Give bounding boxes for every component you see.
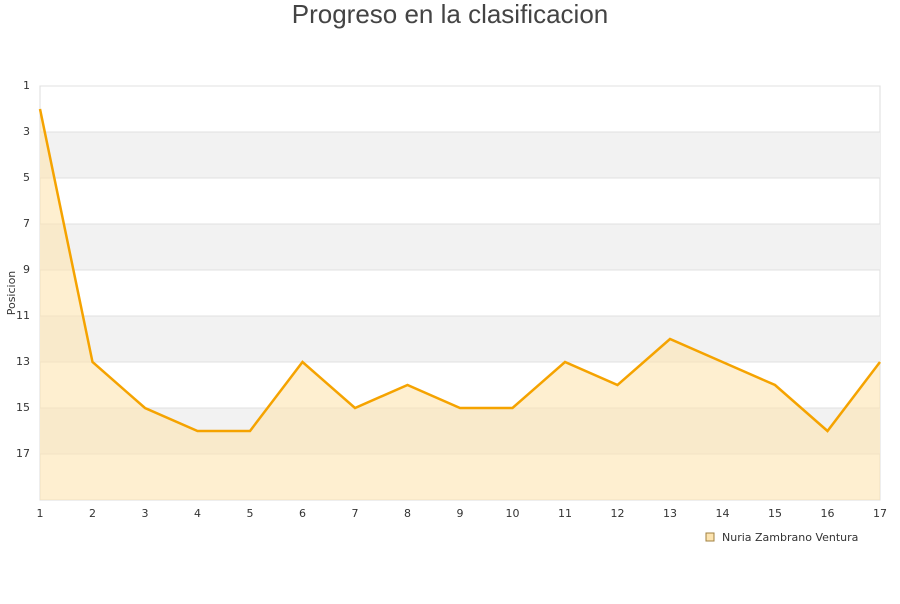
legend-swatch xyxy=(705,532,715,542)
x-tick-label: 15 xyxy=(768,507,782,520)
x-tick-label: 7 xyxy=(352,507,359,520)
y-axis-label: Posicion xyxy=(5,271,18,316)
line xyxy=(38,108,881,433)
x-tick-label: 4 xyxy=(194,507,201,520)
x-tick-label: 16 xyxy=(821,507,835,520)
legend-label: Nuria Zambrano Ventura xyxy=(722,531,858,544)
grid-band xyxy=(40,224,880,270)
x-tick-label: 14 xyxy=(716,507,730,520)
x-tick-label: 12 xyxy=(611,507,625,520)
y-tick-label: 3 xyxy=(23,125,30,138)
x-tick-label: 2 xyxy=(89,507,96,520)
y-tick-label: 7 xyxy=(23,217,30,230)
grid-band xyxy=(40,132,880,178)
x-tick-label: 9 xyxy=(457,507,464,520)
x-tick-label: 11 xyxy=(558,507,572,520)
y-tick-label: 13 xyxy=(16,355,30,368)
y-tick-label: 15 xyxy=(16,401,30,414)
x-tick-label: 1 xyxy=(37,507,44,520)
y-tick-label: 17 xyxy=(16,447,30,460)
y-tick-label: 5 xyxy=(23,171,30,184)
x-tick-label: 13 xyxy=(663,507,677,520)
x-tick-label: 3 xyxy=(142,507,149,520)
x-tick-label: 17 xyxy=(873,507,887,520)
y-tick-label: 1 xyxy=(23,79,30,92)
y-tick-label: 11 xyxy=(16,309,30,322)
x-tick-label: 10 xyxy=(506,507,520,520)
x-tick-label: 6 xyxy=(299,507,306,520)
chart-title: Progreso en la clasificacion xyxy=(292,0,609,29)
grid-band xyxy=(40,316,880,362)
area xyxy=(40,109,880,500)
x-tick-label: 8 xyxy=(404,507,411,520)
x-tick-label: 5 xyxy=(247,507,254,520)
y-tick-label: 9 xyxy=(23,263,30,276)
